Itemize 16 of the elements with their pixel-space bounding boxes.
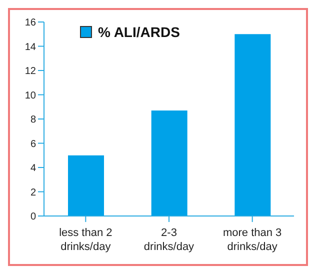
x-tick-label: less than 2 drinks/day: [59, 227, 112, 253]
y-tick-label: 2: [30, 187, 36, 198]
y-tick-label: 4: [30, 163, 36, 174]
y-tick-label: 14: [24, 42, 36, 53]
y-tick-label: 6: [30, 138, 36, 150]
bar: [234, 34, 271, 216]
y-tick-label: 16: [24, 18, 36, 29]
y-tick-label: 12: [24, 66, 36, 78]
legend-label: % ALI/ARDS: [98, 24, 180, 40]
x-tick-label: more than 3 drinks/day: [222, 227, 282, 253]
bar: [151, 110, 188, 216]
x-tick-label: 2-3 drinks/day: [144, 227, 195, 253]
y-tick-label: 8: [30, 114, 36, 126]
bar: [68, 155, 104, 216]
y-tick-label: 10: [24, 90, 36, 102]
y-tick-label: 0: [30, 212, 36, 223]
